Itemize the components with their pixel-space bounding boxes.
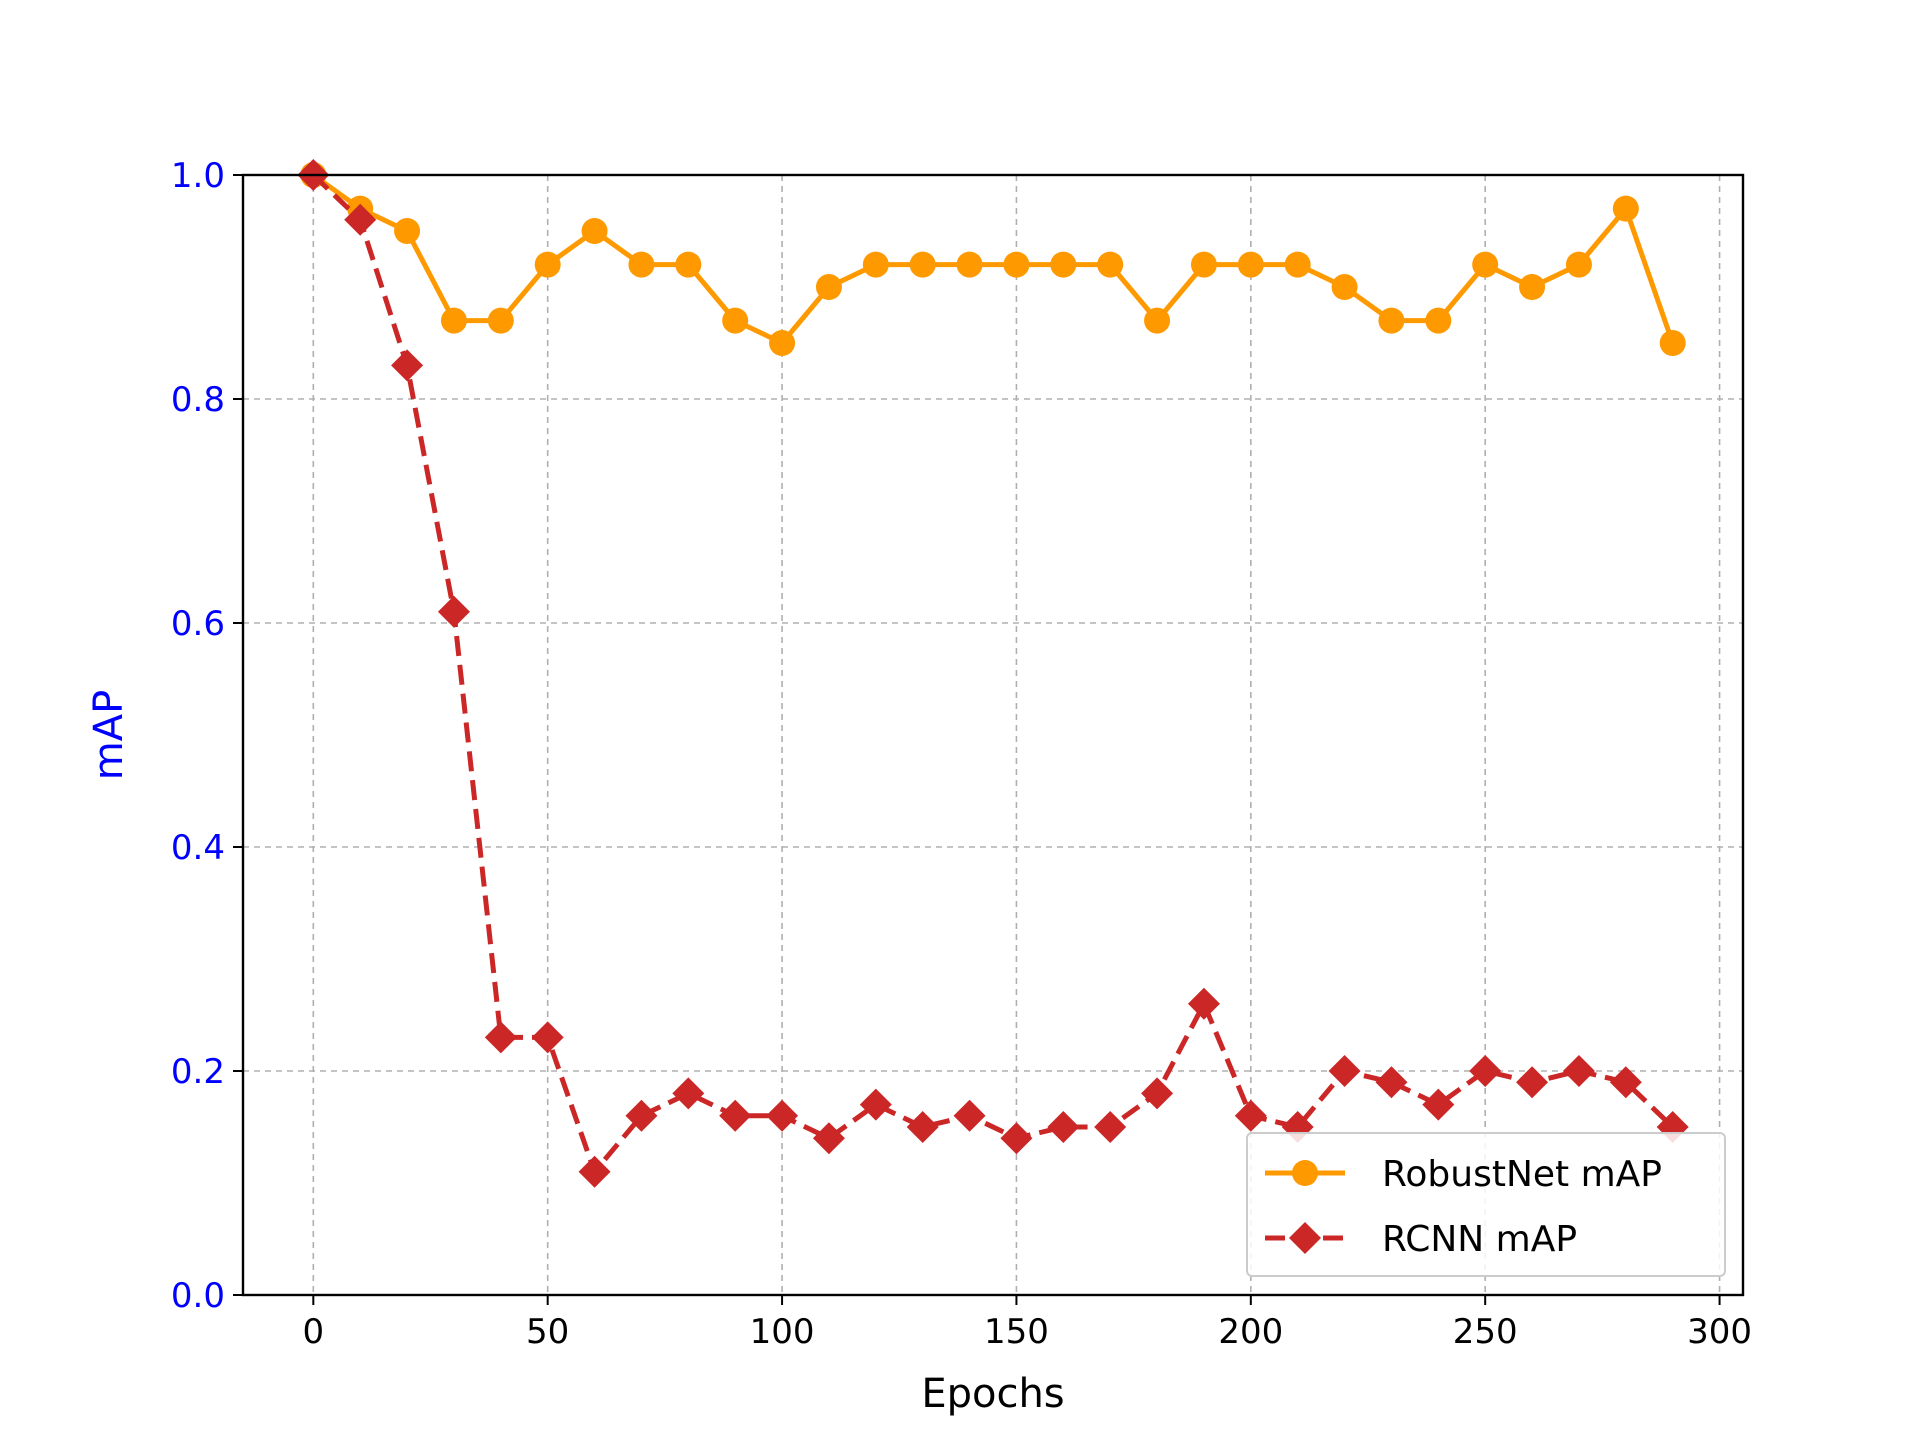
- data-point: [1469, 1055, 1502, 1087]
- data-point: [675, 251, 702, 278]
- legend: RobustNet mAP RCNN mAP: [1246, 1132, 1726, 1277]
- x-tick-label: 150: [984, 1312, 1049, 1352]
- data-point: [1565, 251, 1592, 278]
- data-point: [628, 251, 655, 278]
- y-tick-label: 0.4: [171, 828, 225, 868]
- data-point: [1562, 1055, 1595, 1087]
- data-point: [1378, 307, 1405, 334]
- data-point: [815, 274, 842, 300]
- legend-marker: [1292, 1160, 1318, 1186]
- legend-marker: [1289, 1222, 1321, 1254]
- data-point: [1659, 330, 1686, 356]
- y-tick-label: 0.6: [171, 604, 225, 644]
- x-tick-label: 100: [750, 1312, 815, 1352]
- data-point: [1003, 251, 1030, 278]
- data-point: [956, 251, 983, 278]
- data-point: [1187, 987, 1220, 1020]
- data-point: [1141, 1077, 1174, 1110]
- data-point: [953, 1099, 986, 1132]
- y-tick-label: 1.0: [171, 156, 225, 196]
- data-point: [1472, 251, 1499, 278]
- data-point: [1237, 251, 1264, 278]
- data-point: [437, 595, 470, 628]
- data-point: [394, 218, 421, 244]
- data-point: [625, 1099, 658, 1132]
- y-tick-label: 0.0: [171, 1276, 225, 1316]
- data-point: [581, 218, 608, 244]
- x-tick-label: 0: [302, 1312, 324, 1352]
- series-line: [311, 173, 1675, 1175]
- series-2: [297, 159, 1689, 1188]
- data-point: [1331, 274, 1358, 300]
- series-layer: [297, 159, 1689, 1188]
- y-tick-label: 0.2: [171, 1052, 225, 1092]
- y-axis-ticks: 0.0 0.2 0.4 0.6 0.8 1.0: [171, 156, 243, 1316]
- data-point: [578, 1155, 611, 1188]
- data-point: [534, 251, 561, 278]
- x-axis-label: Epochs: [921, 1371, 1064, 1417]
- data-point: [769, 330, 796, 356]
- data-point: [1609, 1066, 1642, 1099]
- data-point: [440, 307, 467, 334]
- data-point: [862, 251, 889, 278]
- data-point: [1422, 1088, 1455, 1121]
- x-tick-label: 50: [526, 1312, 569, 1352]
- legend-label: RCNN mAP: [1382, 1219, 1577, 1260]
- series-1: [300, 162, 1686, 356]
- data-point: [484, 1021, 517, 1054]
- data-point: [812, 1122, 845, 1155]
- series-line: [311, 172, 1676, 346]
- data-point: [719, 1099, 752, 1132]
- x-tick-label: 250: [1453, 1312, 1518, 1352]
- data-point: [391, 349, 424, 382]
- data-point: [344, 203, 377, 236]
- data-point: [766, 1099, 799, 1132]
- data-point: [1234, 1099, 1267, 1132]
- data-point: [1375, 1066, 1408, 1099]
- data-point: [1516, 1066, 1549, 1099]
- data-point: [906, 1111, 939, 1143]
- x-axis-ticks: 0 50 100 150 200 250 300: [302, 1295, 1752, 1352]
- data-point: [1094, 1111, 1127, 1143]
- data-point: [1047, 1111, 1080, 1143]
- plot-frame: [241, 173, 1745, 1297]
- data-point: [1328, 1055, 1361, 1087]
- data-point: [1144, 307, 1171, 334]
- y-axis-label: mAP: [86, 690, 132, 780]
- data-point: [531, 1021, 564, 1054]
- data-point: [1097, 251, 1124, 278]
- data-point: [672, 1077, 705, 1110]
- data-point: [1000, 1122, 1033, 1155]
- data-point: [722, 307, 749, 334]
- data-point: [859, 1088, 892, 1121]
- data-point: [1519, 274, 1546, 300]
- data-point: [1425, 307, 1452, 334]
- data-point: [487, 307, 514, 334]
- data-point: [1050, 251, 1077, 278]
- data-point: [909, 251, 936, 278]
- x-tick-label: 200: [1218, 1312, 1283, 1352]
- y-tick-label: 0.8: [171, 380, 225, 420]
- legend-box: [1246, 1132, 1726, 1277]
- data-point: [1612, 195, 1639, 222]
- data-point: [1284, 251, 1311, 278]
- data-point: [1190, 251, 1217, 278]
- x-tick-label: 300: [1687, 1312, 1752, 1352]
- legend-label: RobustNet mAP: [1382, 1154, 1662, 1195]
